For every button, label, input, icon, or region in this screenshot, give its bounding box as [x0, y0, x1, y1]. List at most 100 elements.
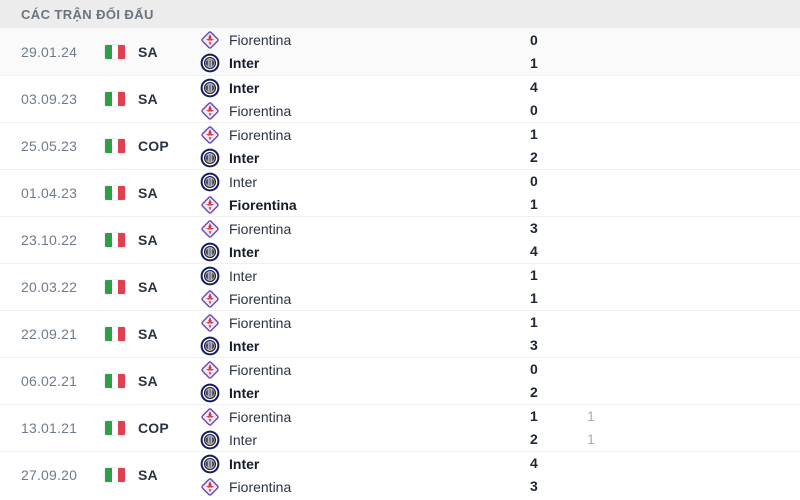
extra-score-bottom [587, 287, 800, 310]
extra-score-top [587, 29, 800, 52]
match-row[interactable]: 27.09.20 SA Inter Fiorentina 4 3 [0, 451, 800, 498]
match-date: 25.05.23 [21, 138, 78, 154]
fiorentina-logo [200, 477, 220, 497]
score-top: 0 [530, 361, 538, 377]
fiorentina-logo [200, 219, 220, 239]
team-line-bottom: Fiorentina [200, 193, 530, 216]
match-date: 27.09.20 [21, 467, 78, 483]
competition-label: SA [138, 279, 158, 295]
team-line-top: Fiorentina [200, 217, 530, 240]
team-line-top: Fiorentina [200, 311, 530, 334]
italy-flag-icon [105, 233, 125, 247]
team-line-bottom: Fiorentina [200, 475, 530, 498]
italy-flag-icon [105, 421, 125, 435]
competition-label: SA [138, 43, 158, 60]
team-name: Fiorentina [229, 290, 292, 307]
match-row[interactable]: 13.01.21 COP Fiorentina Inter 1 2 1 1 [0, 404, 800, 451]
competition-label: SA [138, 373, 158, 389]
competition-label: SA [138, 467, 158, 483]
team-name: Fiorentina [229, 102, 292, 119]
match-date: 20.03.22 [21, 279, 78, 295]
team-line-top: Fiorentina [200, 405, 530, 428]
team-name: Inter [229, 149, 260, 166]
score-bottom: 1 [530, 290, 538, 306]
team-line-bottom: Inter [200, 334, 530, 357]
team-name: Fiorentina [229, 220, 292, 237]
extra-score-top [587, 123, 800, 146]
italy-flag-icon [105, 327, 125, 341]
match-date: 29.01.24 [21, 43, 78, 60]
inter-logo [200, 336, 220, 356]
italy-flag-icon [105, 44, 125, 59]
score-bottom: 3 [530, 478, 538, 494]
match-row[interactable]: 25.05.23 COP Fiorentina Inter 1 2 [0, 122, 800, 169]
match-row[interactable]: 22.09.21 SA Fiorentina Inter 1 3 [0, 310, 800, 357]
competition-label: SA [138, 185, 158, 201]
match-row[interactable]: 23.10.22 SA Fiorentina Inter 3 4 [0, 216, 800, 263]
extra-score-top [587, 311, 800, 334]
team-line-bottom: Inter [200, 381, 530, 404]
team-line-bottom: Inter [200, 146, 530, 169]
score-bottom: 2 [530, 149, 538, 165]
match-row[interactable]: 03.09.23 SA Inter Fiorentina 4 0 [0, 75, 800, 122]
score-bottom: 3 [530, 337, 538, 353]
italy-flag-icon [105, 280, 125, 294]
score-top: 4 [530, 79, 538, 95]
score-top: 1 [530, 126, 538, 142]
team-line-bottom: Fiorentina [200, 99, 530, 122]
score-top: 1 [530, 267, 538, 283]
score-bottom: 0 [530, 102, 538, 118]
score-top: 3 [530, 220, 538, 236]
team-name: Fiorentina [229, 126, 292, 143]
match-row[interactable]: 20.03.22 SA Inter Fiorentina 1 1 [0, 263, 800, 310]
extra-score-bottom [587, 99, 800, 122]
team-name: Inter [229, 384, 260, 401]
team-name: Inter [229, 455, 260, 472]
score-bottom: 2 [530, 431, 538, 447]
score-top: 1 [530, 314, 538, 330]
team-line-top: Inter [200, 264, 530, 287]
team-name: Fiorentina [229, 361, 292, 378]
score-bottom: 1 [530, 196, 538, 212]
match-row[interactable]: 01.04.23 SA Inter Fiorentina 0 1 [0, 169, 800, 216]
team-name: Inter [229, 79, 260, 96]
score-top: 1 [530, 408, 538, 424]
team-name: Fiorentina [229, 32, 292, 48]
team-line-top: Inter [200, 76, 530, 99]
team-name: Fiorentina [229, 408, 292, 425]
match-date: 06.02.21 [21, 373, 78, 389]
fiorentina-logo [200, 125, 220, 145]
extra-score-top [587, 76, 800, 99]
inter-logo [200, 148, 220, 168]
extra-score-bottom [587, 381, 800, 404]
italy-flag-icon [105, 186, 125, 200]
extra-score-top [587, 358, 800, 381]
team-name: Fiorentina [229, 314, 292, 331]
extra-score-top [587, 217, 800, 240]
fiorentina-logo [200, 289, 220, 309]
competition-label: SA [138, 232, 158, 248]
score-top: 0 [530, 173, 538, 189]
score-top: 4 [530, 455, 538, 471]
match-date: 22.09.21 [21, 326, 78, 342]
inter-logo [200, 430, 220, 450]
team-name: Inter [229, 337, 260, 354]
team-name: Fiorentina [229, 196, 297, 213]
team-line-top: Fiorentina [200, 123, 530, 146]
extra-score-top [587, 170, 800, 193]
fiorentina-logo [200, 30, 220, 50]
score-bottom: 2 [530, 384, 538, 400]
extra-score-top [587, 264, 800, 287]
italy-flag-icon [105, 92, 125, 106]
match-row[interactable]: 06.02.21 SA Fiorentina Inter 0 2 [0, 357, 800, 404]
competition-label: SA [138, 91, 158, 107]
inter-logo [200, 266, 220, 286]
fiorentina-logo [200, 101, 220, 121]
match-date: 23.10.22 [21, 232, 78, 248]
team-line-bottom: Fiorentina [200, 287, 530, 310]
extra-score-bottom [587, 193, 800, 216]
match-row[interactable]: 29.01.24 SA Fiorentina Inter 0 1 [0, 28, 800, 75]
match-list: 29.01.24 SA Fiorentina Inter 0 1 03.09.2… [0, 28, 800, 498]
team-name: Inter [229, 267, 258, 284]
extra-score-bottom [587, 334, 800, 357]
